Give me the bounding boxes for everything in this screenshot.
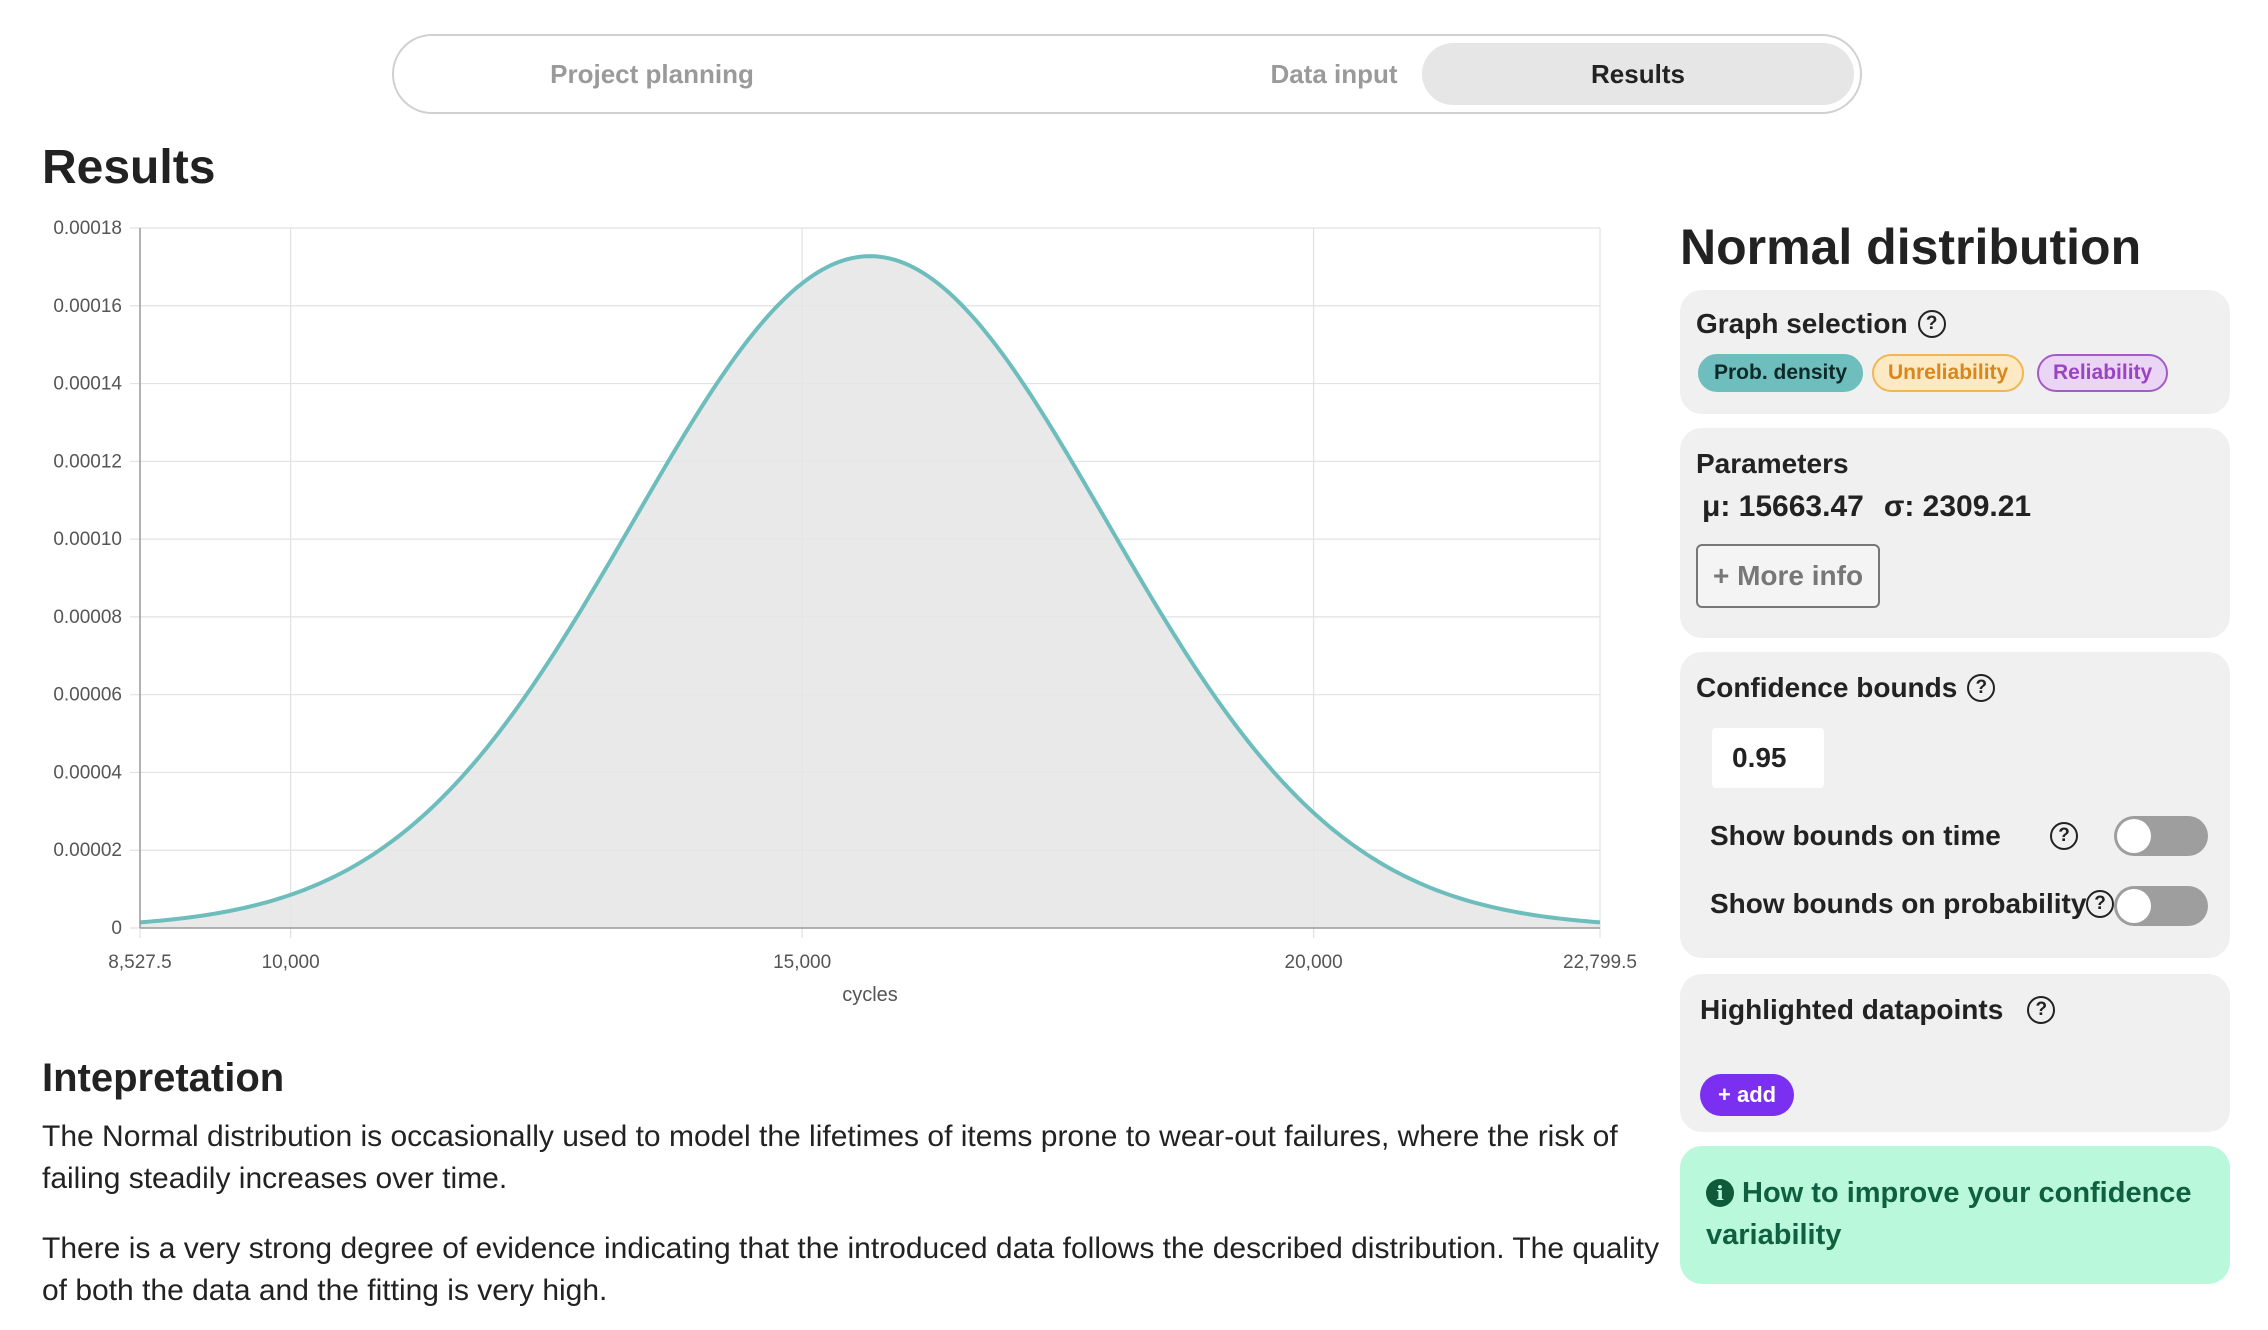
tab-project-planning[interactable]: Project planning (550, 59, 754, 89)
chip-reliability[interactable]: Reliability (2037, 354, 2169, 392)
x-axis-label: cycles (842, 984, 898, 1006)
help-icon[interactable]: ? (1967, 674, 1996, 702)
bounds-time-label: Show bounds on time (1710, 820, 2001, 851)
x-tick-label: 20,000 (1285, 952, 1343, 973)
density-curve (139, 254, 1601, 925)
tab-data-input[interactable]: Data input (1270, 59, 1398, 89)
help-icon[interactable]: ? (1917, 310, 1946, 338)
y-tick-label: 0.00006 (53, 685, 122, 706)
density-chart: 0 0.00002 0.00004 0.00006 0.00008 0.00010 0.00… (53, 218, 1637, 1006)
graph-selection-label: Graph selection (1696, 308, 1908, 339)
bounds-prob-toggle[interactable] (2114, 886, 2208, 926)
graph-selection-card: Graph selection ? Prob. density Unreliab… (1680, 290, 2230, 414)
interpretation-paragraph-2: There is a very strong degree of evidenc… (42, 1232, 1660, 1307)
y-tick-label: 0.00018 (53, 218, 122, 239)
bounds-prob-label: Show bounds on probability (1710, 888, 2087, 919)
y-tick-label: 0.00012 (53, 451, 122, 472)
bounds-prob-row: Show bounds on probability (1710, 888, 2086, 920)
tip-text[interactable]: i How to improve your confidence variabil… (1706, 1172, 2216, 1256)
interpretation-paragraph-1: The Normal distribution is occasionally … (42, 1120, 1618, 1195)
bounds-time-toggle[interactable] (2114, 816, 2208, 856)
y-tick-label: 0.00010 (53, 529, 122, 550)
mu-value: μ: 15663.47 (1702, 490, 1864, 523)
y-tick-label: 0.00014 (53, 374, 122, 395)
y-tick-label: 0.00004 (53, 762, 122, 783)
y-tick-label: 0.00016 (53, 296, 122, 317)
more-info-button[interactable]: + More info (1696, 544, 1880, 608)
parameter-values: μ: 15663.47 σ: 2309.21 (1702, 490, 2051, 524)
x-tick-label: 10,000 (262, 952, 320, 973)
bounds-time-row: Show bounds on time (1710, 820, 2001, 852)
help-icon[interactable]: ? (2086, 890, 2114, 918)
density-area (140, 256, 1600, 928)
chip-prob-density[interactable]: Prob. density (1698, 354, 1864, 392)
highlighted-label: Highlighted datapoints (1700, 994, 2004, 1025)
confidence-bounds-card: Confidence bounds ? Show bounds on time … (1680, 652, 2230, 958)
highlighted-datapoints-card: Highlighted datapoints ? + add (1680, 974, 2230, 1132)
toggle-knob (2117, 889, 2151, 923)
toggle-knob (2117, 819, 2151, 853)
chip-unreliability[interactable]: Unreliability (1872, 354, 2025, 392)
chart-axes (139, 228, 1600, 929)
sigma-value: σ: 2309.21 (1883, 490, 2032, 523)
add-datapoint-button[interactable]: + add (1700, 1074, 1795, 1116)
confidence-tip-card[interactable]: i How to improve your confidence variabil… (1680, 1146, 2230, 1284)
help-icon[interactable]: ? (2027, 996, 2056, 1024)
interpretation-title: Intepretation (42, 1056, 285, 1100)
distribution-title: Normal distribution (1680, 219, 2142, 275)
x-tick-label: 8,527.5 (108, 952, 171, 973)
chart-ticks: 0 0.00002 0.00004 0.00006 0.00008 0.00010 0.00… (53, 218, 1637, 973)
x-tick-label: 15,000 (773, 952, 831, 973)
y-tick-label: 0.00008 (53, 607, 122, 628)
tip-label[interactable]: How to improve your confidence variabili… (1706, 1177, 2192, 1251)
info-icon: i (1706, 1179, 1734, 1207)
confidence-heading: Confidence bounds ? (1696, 672, 1996, 704)
confidence-input[interactable] (1712, 728, 1824, 788)
graph-selection-heading: Graph selection ? (1696, 308, 1946, 340)
tab-results[interactable]: Results (1422, 43, 1854, 105)
highlighted-heading: Highlighted datapoints ? (1700, 994, 2056, 1026)
parameters-label: Parameters (1696, 448, 1849, 479)
page-title: Results (42, 141, 216, 194)
x-tick-label: 22,799.5 (1563, 952, 1637, 973)
y-tick-label: 0.00002 (53, 840, 122, 861)
stepper-nav: Project planning Data input Results (392, 34, 1862, 114)
y-tick-label: 0 (111, 918, 122, 939)
help-icon[interactable]: ? (2050, 822, 2078, 850)
confidence-label: Confidence bounds (1696, 672, 1958, 703)
parameters-card: Parameters μ: 15663.47 σ: 2309.21 + More … (1680, 428, 2230, 638)
